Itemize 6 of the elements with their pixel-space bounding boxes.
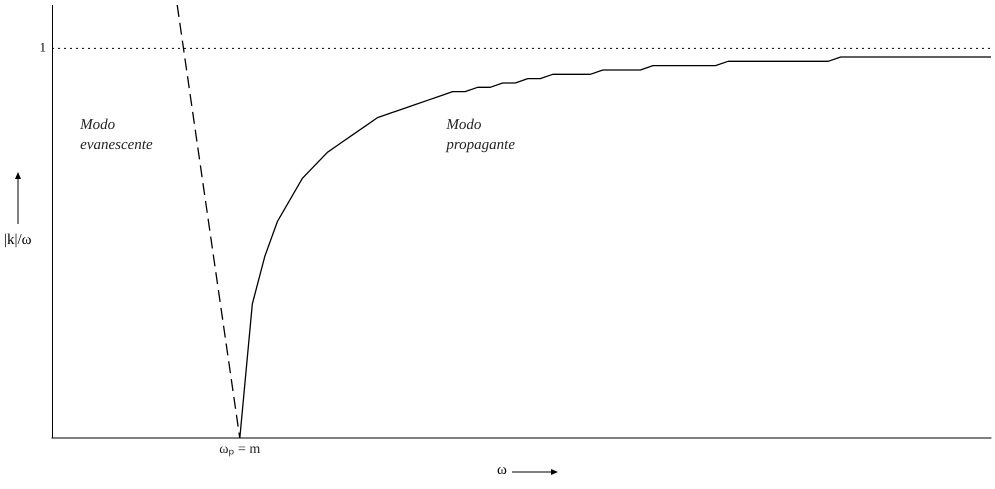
annotation: Modo evanescente xyxy=(79,117,153,154)
ref-line-label: 1 xyxy=(40,40,46,55)
annotation: Modo propagante xyxy=(445,117,516,154)
text: ωₚ = m xyxy=(219,442,260,457)
x-axis-title: ω xyxy=(497,462,507,479)
y-axis-title: |k|/ω xyxy=(4,232,32,249)
